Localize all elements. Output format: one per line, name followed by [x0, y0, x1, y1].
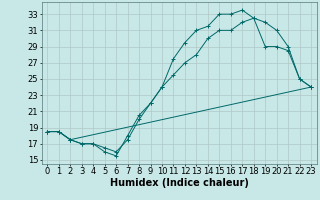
- X-axis label: Humidex (Indice chaleur): Humidex (Indice chaleur): [110, 178, 249, 188]
